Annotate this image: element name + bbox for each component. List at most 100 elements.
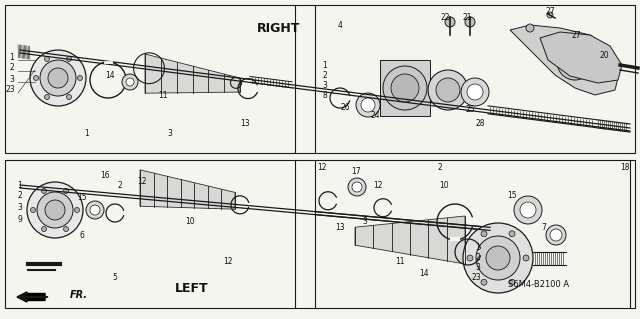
Circle shape: [565, 52, 585, 72]
Text: 28: 28: [476, 120, 484, 129]
Text: 15: 15: [507, 190, 517, 199]
Text: 22: 22: [440, 13, 450, 23]
Circle shape: [520, 202, 536, 218]
Circle shape: [48, 68, 68, 88]
Circle shape: [509, 231, 515, 237]
Text: 27: 27: [571, 32, 581, 41]
Circle shape: [436, 78, 460, 102]
Circle shape: [486, 246, 510, 270]
Text: 2: 2: [118, 181, 122, 189]
Circle shape: [42, 189, 47, 193]
Circle shape: [77, 76, 83, 80]
Text: 1: 1: [18, 181, 22, 189]
Circle shape: [361, 98, 375, 112]
Text: 14: 14: [105, 70, 115, 79]
Circle shape: [481, 231, 487, 237]
Text: 1: 1: [476, 243, 481, 253]
Circle shape: [31, 207, 35, 212]
Text: RIGHT: RIGHT: [257, 22, 300, 35]
Circle shape: [42, 226, 47, 232]
Circle shape: [33, 76, 38, 80]
Text: 14: 14: [419, 270, 429, 278]
Bar: [5, 5, 295, 153]
Polygon shape: [510, 25, 620, 95]
Circle shape: [27, 182, 83, 238]
Text: 2: 2: [476, 254, 481, 263]
Text: 18: 18: [620, 164, 630, 173]
Text: 27: 27: [545, 8, 555, 17]
Text: 10: 10: [185, 218, 195, 226]
Circle shape: [40, 60, 76, 96]
Circle shape: [90, 205, 100, 215]
Text: 1: 1: [84, 129, 90, 137]
Circle shape: [63, 189, 68, 193]
Circle shape: [461, 78, 489, 106]
Circle shape: [463, 223, 533, 293]
Text: 8: 8: [323, 91, 328, 100]
Circle shape: [86, 201, 104, 219]
Text: 12: 12: [223, 257, 233, 266]
Text: 1: 1: [10, 53, 14, 62]
Circle shape: [557, 44, 593, 80]
Circle shape: [526, 24, 534, 32]
Text: LEFT: LEFT: [175, 282, 209, 295]
Polygon shape: [145, 54, 240, 93]
Text: 26: 26: [340, 102, 350, 112]
Circle shape: [481, 279, 487, 285]
Circle shape: [467, 255, 473, 261]
Circle shape: [67, 94, 72, 100]
Text: S6M4-B2100 A: S6M4-B2100 A: [508, 280, 569, 289]
Circle shape: [74, 207, 79, 212]
Text: 20: 20: [599, 51, 609, 61]
Text: 3: 3: [363, 218, 367, 226]
Text: 4: 4: [337, 20, 342, 29]
Text: 2: 2: [323, 70, 328, 79]
Text: 24: 24: [370, 110, 380, 120]
Text: 12: 12: [317, 164, 327, 173]
Text: 9: 9: [17, 216, 22, 225]
Polygon shape: [540, 32, 622, 83]
Text: 13: 13: [335, 224, 345, 233]
Text: 6: 6: [79, 231, 84, 240]
Text: 16: 16: [100, 170, 110, 180]
Text: 1: 1: [323, 61, 328, 70]
Text: 3: 3: [17, 203, 22, 211]
Text: 12: 12: [373, 181, 383, 189]
Circle shape: [352, 182, 362, 192]
Text: 21: 21: [462, 13, 472, 23]
Circle shape: [356, 93, 380, 117]
Text: 17: 17: [351, 167, 361, 176]
Bar: [5, 160, 295, 308]
Circle shape: [428, 70, 468, 110]
Text: 2: 2: [18, 191, 22, 201]
Circle shape: [523, 255, 529, 261]
Circle shape: [67, 56, 72, 62]
Text: FR.: FR.: [70, 290, 88, 300]
Circle shape: [45, 94, 49, 100]
Circle shape: [547, 12, 553, 18]
Text: 15: 15: [77, 194, 87, 203]
Circle shape: [465, 17, 475, 27]
Circle shape: [122, 74, 138, 90]
Text: 11: 11: [396, 257, 404, 266]
Text: 3: 3: [10, 75, 15, 84]
Bar: [315, 160, 635, 308]
Circle shape: [126, 78, 134, 86]
Circle shape: [550, 229, 562, 241]
Bar: [380, 60, 430, 116]
Text: 3: 3: [476, 263, 481, 272]
Text: 10: 10: [439, 181, 449, 189]
Circle shape: [63, 226, 68, 232]
Text: 25: 25: [465, 106, 475, 115]
Circle shape: [476, 236, 520, 280]
Polygon shape: [355, 216, 465, 264]
Text: 3: 3: [323, 80, 328, 90]
Text: 3: 3: [168, 129, 172, 137]
Circle shape: [514, 196, 542, 224]
Circle shape: [45, 200, 65, 220]
Bar: [315, 5, 635, 153]
Text: 2: 2: [438, 164, 442, 173]
FancyArrow shape: [17, 292, 45, 302]
Circle shape: [509, 279, 515, 285]
Circle shape: [467, 84, 483, 100]
